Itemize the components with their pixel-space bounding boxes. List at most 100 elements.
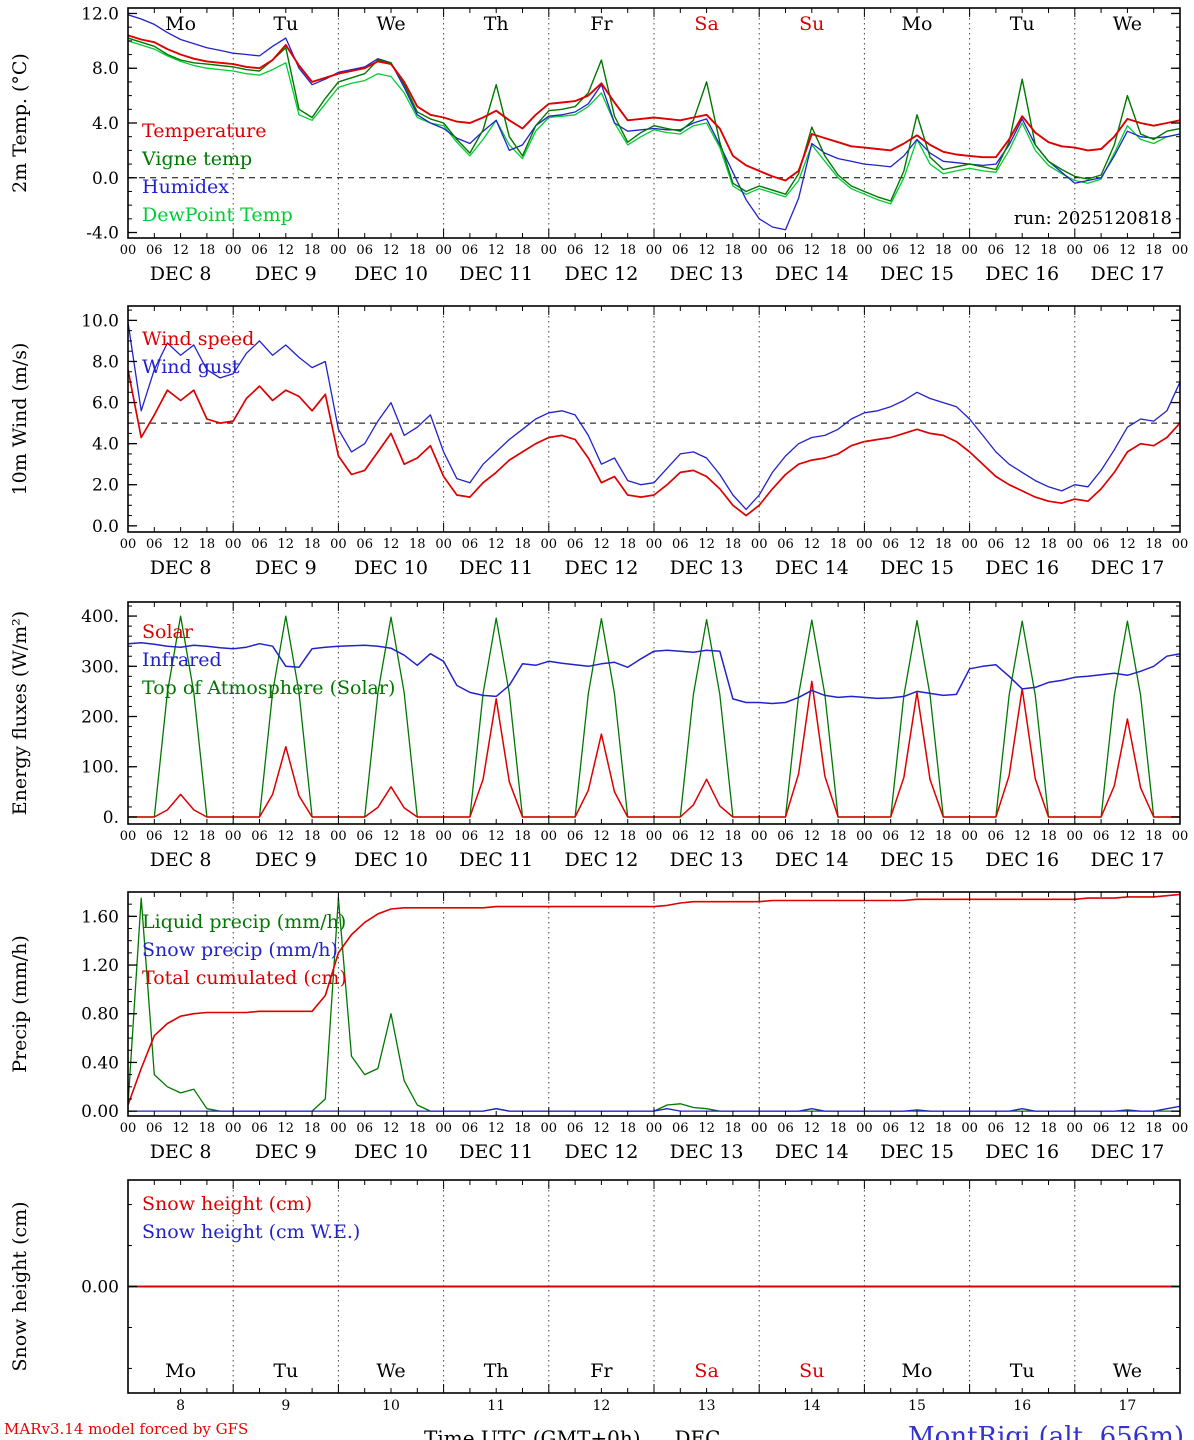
y-axis-title: Precip (mm/h) xyxy=(9,935,31,1073)
hour-tick-label: 18 xyxy=(514,243,531,258)
day-name-label: We xyxy=(376,13,405,35)
y-tick-label: 0.0 xyxy=(92,517,119,537)
y-tick-label: 0.00 xyxy=(81,1278,119,1298)
hour-tick-label: 00 xyxy=(751,1121,768,1136)
hour-tick-label: 18 xyxy=(935,1121,952,1136)
hour-tick-label: 12 xyxy=(172,537,189,552)
y-tick-label: 12.0 xyxy=(81,4,119,24)
hour-tick-label: 18 xyxy=(619,1121,636,1136)
hour-tick-label: 00 xyxy=(961,537,978,552)
hour-tick-label: 00 xyxy=(541,1121,558,1136)
date-label: DEC 16 xyxy=(985,557,1059,579)
hour-tick-label: 12 xyxy=(804,243,821,258)
date-label: DEC 8 xyxy=(150,263,212,285)
hour-tick-label: 00 xyxy=(1172,243,1189,258)
day-name-label: We xyxy=(1113,1360,1142,1382)
date-label: DEC 14 xyxy=(775,849,849,871)
date-label: DEC 17 xyxy=(1090,263,1164,285)
y-tick-label: 2.0 xyxy=(92,476,119,496)
hour-tick-label: 06 xyxy=(1093,243,1110,258)
hour-tick-label: 18 xyxy=(725,829,742,844)
temp-vigne_temp-line xyxy=(128,37,1180,202)
hour-tick-label: 00 xyxy=(225,537,242,552)
hour-tick-label: 06 xyxy=(146,537,163,552)
hour-tick-label: 06 xyxy=(356,829,373,844)
hour-tick-label: 18 xyxy=(304,537,321,552)
hour-tick-label: 12 xyxy=(278,537,295,552)
date-label: DEC 8 xyxy=(150,849,212,871)
wind-legend-item: Wind speed xyxy=(142,328,254,350)
day-name-label: We xyxy=(1113,13,1142,35)
hour-tick-label: 00 xyxy=(330,537,347,552)
hour-tick-label: 18 xyxy=(514,1121,531,1136)
y-tick-label: 4.0 xyxy=(92,114,119,134)
hour-tick-label: 12 xyxy=(383,537,400,552)
date-label: DEC 13 xyxy=(670,263,744,285)
hour-tick-label: 18 xyxy=(1145,537,1162,552)
date-label: DEC 8 xyxy=(150,1141,212,1163)
date-label: DEC 11 xyxy=(459,557,533,579)
date-label: DEC 15 xyxy=(880,557,954,579)
hour-tick-label: 18 xyxy=(199,1121,216,1136)
hour-tick-label: 06 xyxy=(672,1121,689,1136)
hour-tick-label: 12 xyxy=(698,1121,715,1136)
date-label: DEC 17 xyxy=(1090,1141,1164,1163)
date-label: DEC 14 xyxy=(775,1141,849,1163)
y-axis-title: Energy fluxes (W/m²) xyxy=(9,611,31,815)
hour-tick-label: 12 xyxy=(278,829,295,844)
snow-legend-item: Snow height (cm) xyxy=(142,1193,312,1215)
hour-tick-label: 00 xyxy=(1172,537,1189,552)
hour-tick-label: 00 xyxy=(961,243,978,258)
hour-tick-label: 06 xyxy=(356,1121,373,1136)
energy-solar-line xyxy=(128,680,1180,818)
x-axis-month-label: DEC xyxy=(674,1426,721,1440)
hour-tick-label: 00 xyxy=(330,243,347,258)
hour-tick-label: 12 xyxy=(172,1121,189,1136)
hour-tick-label: 00 xyxy=(1172,1121,1189,1136)
hour-tick-label: 06 xyxy=(146,243,163,258)
day-name-label: Tu xyxy=(1010,13,1035,35)
hour-tick-label: 12 xyxy=(1119,829,1136,844)
y-tick-label: 10.0 xyxy=(81,311,119,331)
hour-tick-label: 00 xyxy=(330,829,347,844)
hour-tick-label: 06 xyxy=(567,1121,584,1136)
wind-wind_speed-line xyxy=(128,369,1180,517)
energy-toa_solar-line xyxy=(128,615,1180,818)
date-label: DEC 9 xyxy=(255,263,317,285)
hour-tick-label: 12 xyxy=(593,829,610,844)
hour-tick-label: 18 xyxy=(619,829,636,844)
day-name-label: Th xyxy=(484,1360,509,1382)
temp-legend-item: Humidex xyxy=(142,176,229,198)
hour-tick-label: 12 xyxy=(1014,1121,1031,1136)
precip-chart: 0.00 0.40 0.80 1.20 1.60 Precip (mm/h) Liquid … xyxy=(9,891,1189,1163)
hour-tick-label: 18 xyxy=(1145,243,1162,258)
date-label: DEC 14 xyxy=(775,557,849,579)
snow-legend-item: Snow height (cm W.E.) xyxy=(142,1221,360,1243)
date-label: DEC 10 xyxy=(354,557,428,579)
x-axis-title-text: Time UTC (GMT+0h) xyxy=(424,1426,641,1440)
hour-tick-label: 18 xyxy=(409,243,426,258)
date-label: DEC 12 xyxy=(564,263,638,285)
temp-legend-item: DewPoint Temp xyxy=(142,204,293,226)
hour-tick-label: 06 xyxy=(1093,829,1110,844)
hour-tick-label: 06 xyxy=(777,829,794,844)
hour-tick-label: 12 xyxy=(593,1121,610,1136)
hour-tick-label: 00 xyxy=(646,537,663,552)
hour-tick-label: 00 xyxy=(225,1121,242,1136)
footer: MARv3.14 model forced by GFS (c) Lab. of… xyxy=(0,1418,1194,1440)
date-label: DEC 10 xyxy=(354,1141,428,1163)
y-tick-label: 0.40 xyxy=(81,1053,119,1073)
hour-tick-label: 18 xyxy=(304,243,321,258)
run-label: run: 2025120818 xyxy=(1014,208,1172,229)
day-number-label: 15 xyxy=(908,1398,926,1414)
hour-tick-label: 18 xyxy=(514,537,531,552)
hour-tick-label: 00 xyxy=(961,829,978,844)
hour-tick-label: 18 xyxy=(830,1121,847,1136)
wind-wind_gust-line xyxy=(128,322,1180,511)
date-label: DEC 13 xyxy=(670,849,744,871)
hour-tick-label: 06 xyxy=(672,537,689,552)
date-label: DEC 9 xyxy=(255,849,317,871)
temp-dewpoint_temp-line xyxy=(128,40,1180,205)
hour-tick-label: 06 xyxy=(462,829,479,844)
